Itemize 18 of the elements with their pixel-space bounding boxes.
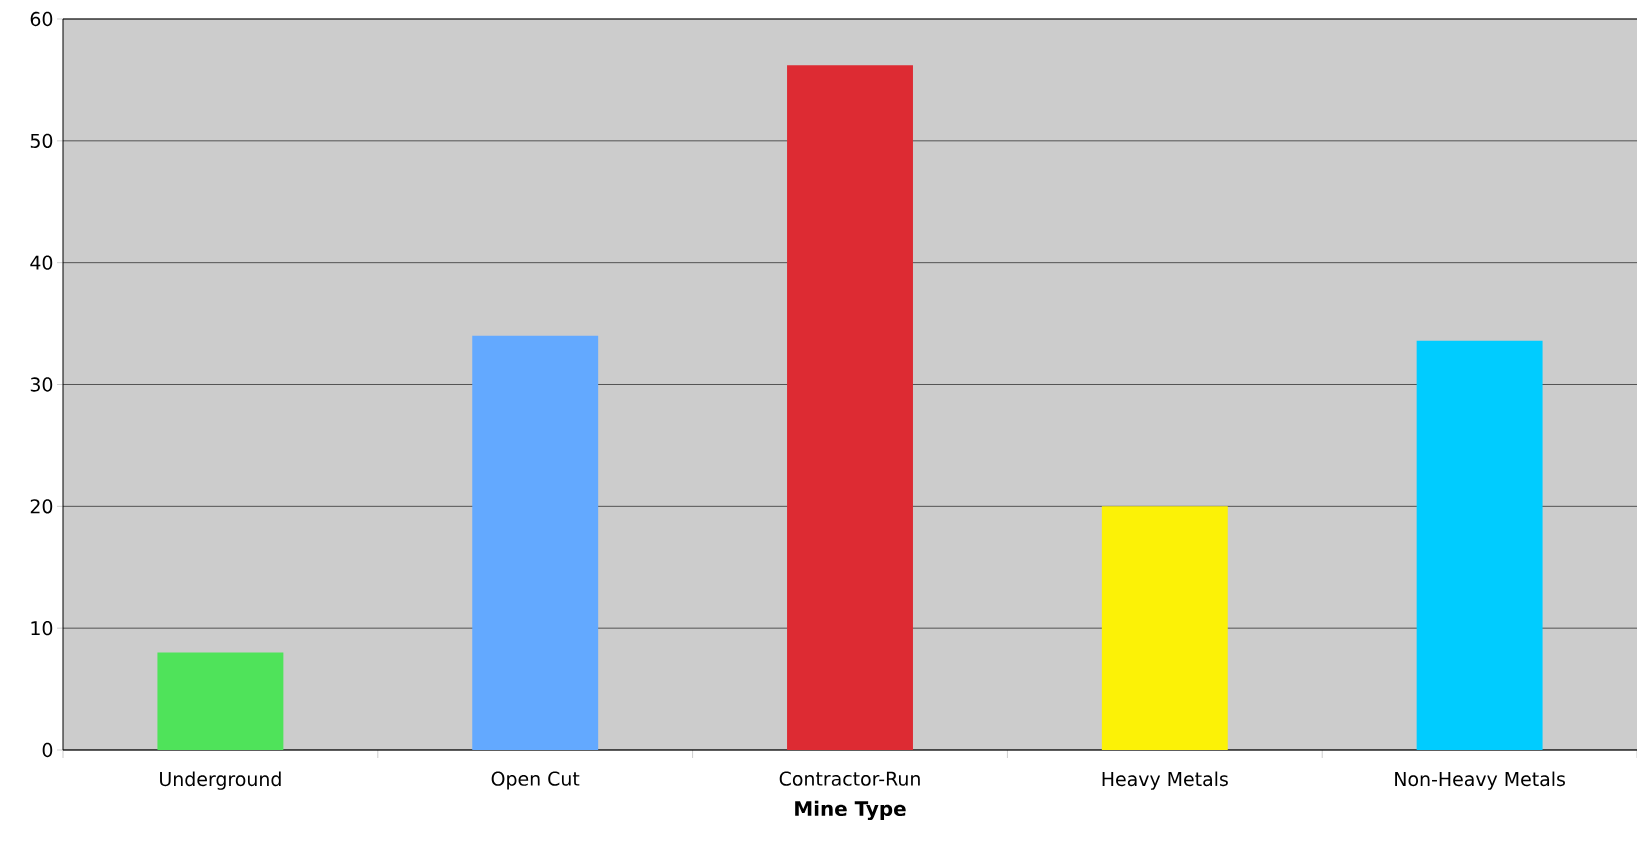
x-tick-label: Non-Heavy Metals: [1395, 771, 1565, 790]
bar: [1101, 506, 1228, 750]
y-tick-label: 60: [30, 11, 53, 27]
bar: [472, 335, 599, 750]
bar: [1416, 340, 1543, 750]
bar: [157, 652, 284, 750]
y-tick-label: 40: [30, 255, 53, 270]
y-tick-label: 30: [30, 377, 53, 392]
bar: [787, 65, 913, 750]
x-tick-label: Underground: [160, 771, 281, 790]
y-tick-label: 10: [31, 621, 53, 636]
y-tick-label: 50: [30, 133, 53, 148]
x-axis-title: Mine Type: [795, 800, 906, 821]
y-tick-label: 20: [30, 499, 53, 514]
x-tick-label: Contractor-Run: [779, 771, 920, 786]
x-tick-label: Open Cut: [491, 771, 580, 790]
y-tick-label: 0: [42, 742, 53, 758]
x-tick-label: Heavy Metals: [1102, 771, 1228, 790]
